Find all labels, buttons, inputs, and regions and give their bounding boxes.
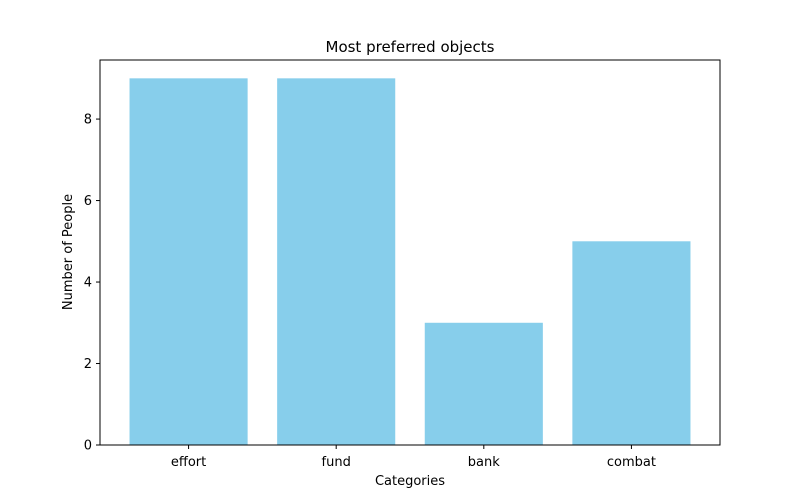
bar-effort [129,78,248,445]
x-tick-label: bank [468,455,500,470]
bars-layer [129,78,691,445]
x-tick-label: combat [607,455,656,470]
x-axis-label: Categories [375,474,445,489]
y-tick-label: 6 [84,194,92,209]
y-tick-label: 2 [84,357,92,372]
y-tick-label: 4 [84,276,92,291]
y-tick-label: 0 [84,439,92,454]
ticks-layer: effort fund bank combat 0 2 4 6 8 [84,113,656,470]
x-tick-label: effort [171,455,206,470]
chart-title: Most preferred objects [326,38,495,56]
x-tick-label: fund [322,455,351,470]
y-axis-label: Number of People [61,194,76,310]
plot-frame [99,59,721,446]
bar-fund [277,78,396,445]
bar-combat [572,241,691,445]
y-tick-label: 8 [84,113,92,128]
bar-bank [424,322,543,445]
